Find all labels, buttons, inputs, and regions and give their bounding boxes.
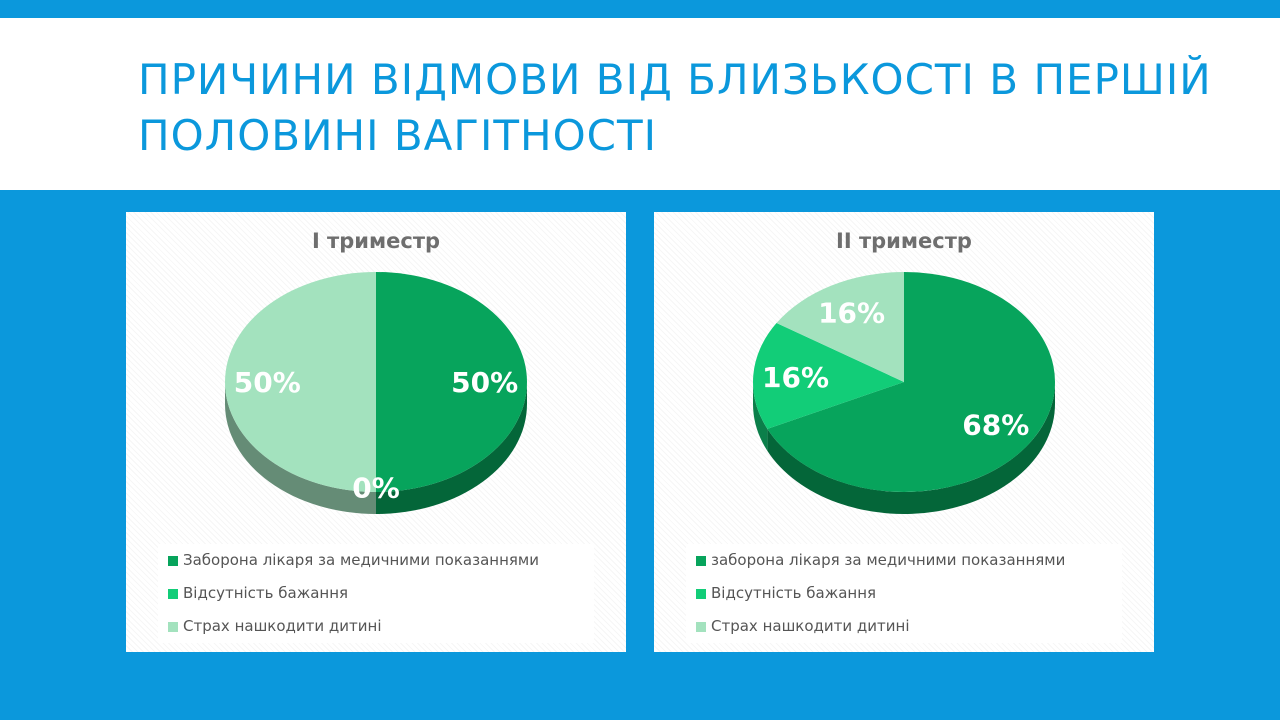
legend-label: Відсутність бажання <box>711 584 877 602</box>
legend-swatch <box>696 589 706 599</box>
chart-legend: Заборона лікаря за медичними показаннями… <box>158 544 594 643</box>
legend-label: Відсутність бажання <box>183 584 349 602</box>
chart-legend: заборона лікаря за медичними показаннями… <box>686 544 1122 643</box>
legend-item-doctor-ban: заборона лікаря за медичними показаннями <box>686 544 1122 577</box>
legend-item-fear-harm: Страх нашкодити дитині <box>686 610 1122 643</box>
legend-swatch <box>168 556 178 566</box>
legend-item-fear-harm: Страх нашкодити дитині <box>158 610 594 643</box>
chart-title: II триместр <box>836 229 972 253</box>
legend-item-doctor-ban: Заборона лікаря за медичними показаннями <box>158 544 594 577</box>
chart-panel-trimester-2: II триместр 68% 16% 16% заборона лікаря за… <box>654 212 1154 652</box>
pie-slice-страх-нашкодити-дитині <box>776 272 904 382</box>
pie-chart-trimester-2: 68% 16% 16% <box>753 272 1055 514</box>
chart-panel-trimester-1: I триместр 50% 0% 50% Заборона лікаря за м… <box>126 212 626 652</box>
legend-label: Страх нашкодити дитині <box>711 617 910 635</box>
legend-swatch <box>696 622 706 632</box>
legend-item-no-desire: Відсутність бажання <box>686 577 1122 610</box>
data-label-відсутність-бажання: 16% <box>762 361 829 394</box>
pie-slice-заборона-лікаря-за-медичними-показаннями <box>376 272 527 492</box>
pie-chart-trimester-1: 50% 0% 50% <box>225 272 527 514</box>
legend-swatch <box>696 556 706 566</box>
legend-item-no-desire: Відсутність бажання <box>158 577 594 610</box>
legend-label: Заборона лікаря за медичними показаннями <box>183 551 539 569</box>
data-label-страх-нашкодити-дитині: 16% <box>818 297 885 330</box>
pie-slice-відсутність-бажання <box>753 323 904 429</box>
slide-title: Причини відмови від близькості в першій … <box>138 55 1212 160</box>
data-label-страх-нашкодити-дитині: 50% <box>234 366 301 399</box>
pie-slice-заборона-лікаря-за-медичними-показаннями <box>767 272 1055 492</box>
legend-label: заборона лікаря за медичними показаннями <box>711 551 1066 569</box>
pie-side-1 <box>753 382 768 451</box>
chart-title: I триместр <box>311 229 441 253</box>
title-band <box>0 18 1280 190</box>
pie-side-0 <box>767 382 1055 514</box>
data-label-відсутність-бажання: 0% <box>352 472 400 505</box>
pie-slice-страх-нашкодити-дитині <box>225 272 376 492</box>
data-label-заборона-лікаря-за-медичними-показаннями: 50% <box>451 366 518 399</box>
data-label-заборона-лікаря-за-медичними-показаннями: 68% <box>962 408 1029 441</box>
legend-swatch <box>168 622 178 632</box>
legend-label: Страх нашкодити дитині <box>183 617 382 635</box>
legend-swatch <box>168 589 178 599</box>
